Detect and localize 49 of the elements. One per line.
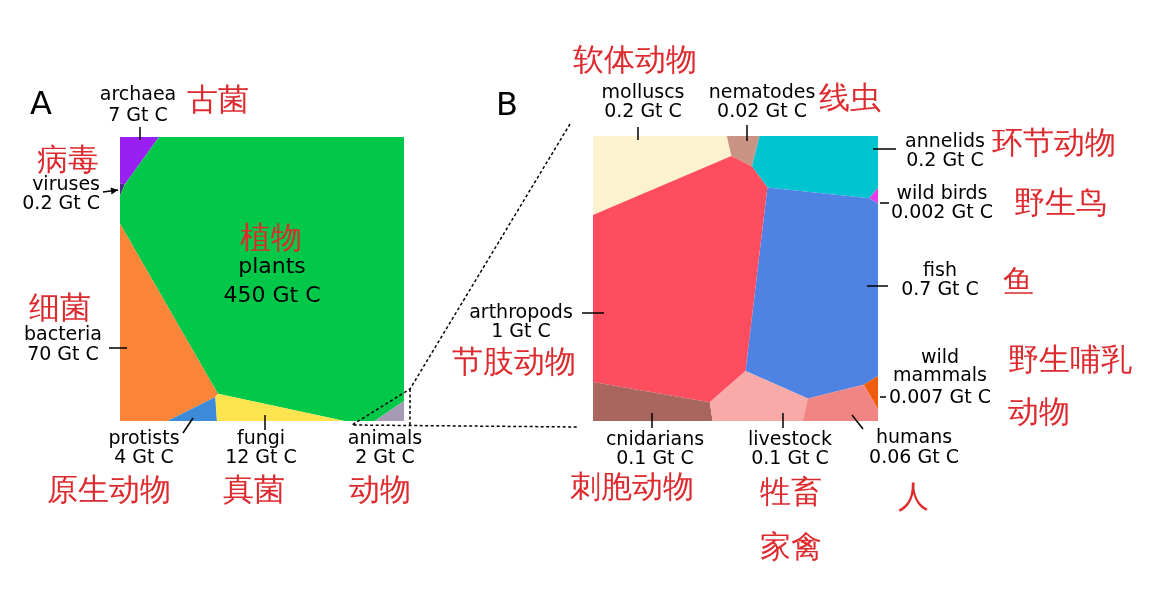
data-label: 0.002 Gt C bbox=[891, 200, 993, 222]
category-label: molluscs bbox=[601, 80, 685, 102]
category-label: bacteria bbox=[23, 322, 103, 344]
data-label: 0.06 Gt C bbox=[869, 445, 959, 467]
text: 人 bbox=[897, 478, 929, 514]
category-label: fish bbox=[923, 258, 957, 280]
data-label: 0.2 Gt C bbox=[604, 99, 682, 121]
text: B bbox=[496, 85, 518, 123]
data-label: 70 Gt C bbox=[27, 342, 99, 364]
data-label: 0.2 Gt C bbox=[22, 191, 100, 213]
text: 野生哺乳动物 bbox=[1008, 341, 1132, 429]
text: 原生动物 bbox=[47, 471, 171, 507]
category-label: plants bbox=[238, 253, 306, 278]
category-label: wild birds bbox=[896, 181, 988, 203]
data-label: 2 Gt C bbox=[355, 445, 415, 467]
data-label: 0.007 Gt C bbox=[889, 385, 991, 407]
text: 植物 bbox=[240, 219, 302, 255]
category-label: fungi bbox=[236, 426, 286, 448]
category-label: cnidarians bbox=[605, 427, 705, 449]
data-label: 0.02 Gt C bbox=[717, 99, 807, 121]
category-label: archaea bbox=[99, 82, 177, 104]
category-label: humans bbox=[875, 425, 953, 447]
category-label: annelids bbox=[905, 129, 985, 151]
data-label: 7 Gt C bbox=[108, 103, 168, 125]
category-label: arthropods bbox=[469, 300, 573, 322]
text: 真菌 bbox=[223, 471, 285, 507]
data-label: 4 Gt C bbox=[114, 445, 174, 467]
text: 节肢动物 bbox=[452, 343, 576, 379]
data-label: 0.1 Gt C bbox=[616, 446, 694, 468]
data-label: 0.7 Gt C bbox=[901, 277, 979, 299]
category-label: livestock bbox=[748, 427, 832, 449]
category-label: nematodes bbox=[708, 80, 816, 102]
text: 鱼 bbox=[1002, 263, 1034, 299]
text: 动物 bbox=[349, 471, 411, 507]
text: 野生鸟 bbox=[1013, 184, 1107, 220]
text: 刺胞动物 bbox=[570, 468, 694, 504]
text: 环节动物 bbox=[992, 124, 1116, 160]
category-label: protists bbox=[108, 426, 180, 448]
text: 线虫 bbox=[819, 79, 881, 115]
data-label: 450 Gt C bbox=[223, 282, 321, 307]
text: 古菌 bbox=[187, 81, 249, 117]
text: 牲畜家禽 bbox=[760, 473, 822, 564]
category-label: animals bbox=[347, 426, 423, 448]
text: 软体动物 bbox=[573, 41, 697, 77]
data-label: 0.1 Gt C bbox=[751, 446, 829, 468]
data-label: 0.2 Gt C bbox=[906, 148, 984, 170]
text: 细菌 bbox=[29, 289, 91, 325]
text: A bbox=[30, 84, 53, 122]
category-label: wild mammals bbox=[893, 345, 987, 385]
